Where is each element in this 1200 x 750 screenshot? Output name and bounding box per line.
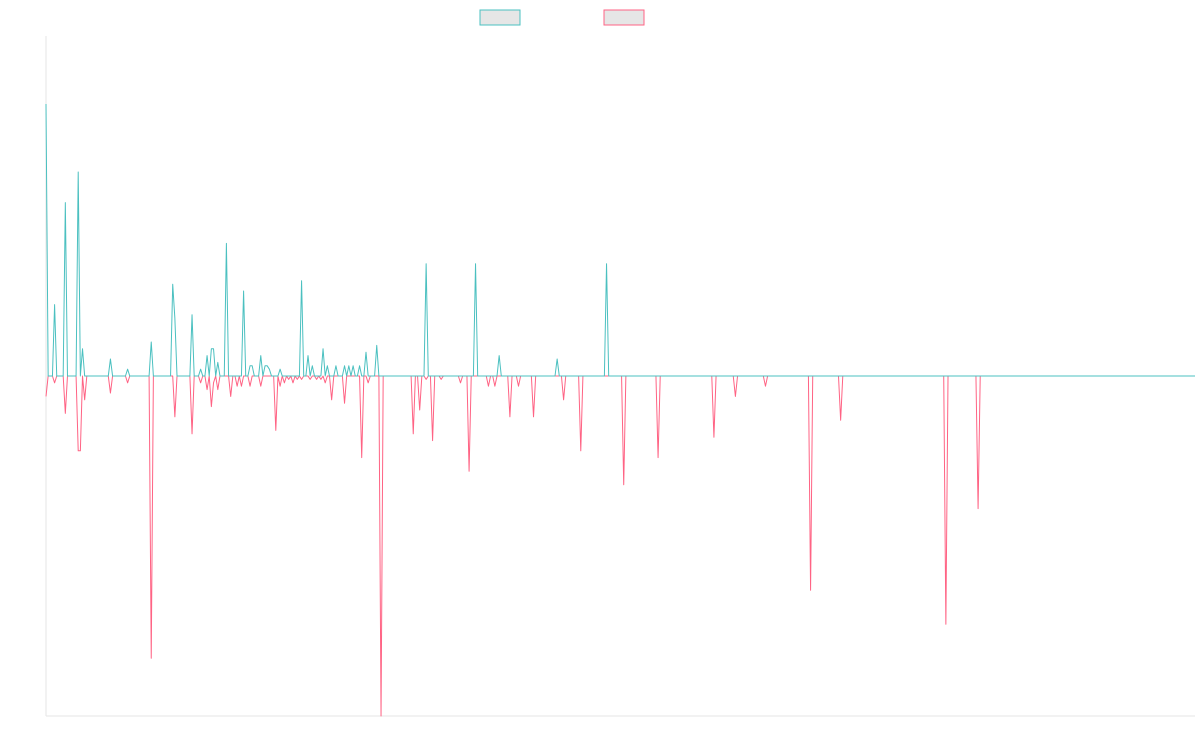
legend-item-series-2[interactable] bbox=[603, 9, 645, 26]
legend bbox=[479, 9, 645, 26]
series-line-2 bbox=[45, 375, 1195, 717]
series-layer bbox=[45, 103, 1195, 717]
legend-item-series-1[interactable] bbox=[479, 9, 521, 26]
series-line-1 bbox=[45, 103, 1195, 377]
legend-swatch-series-2 bbox=[603, 9, 645, 26]
legend-swatch-series-1 bbox=[479, 9, 521, 26]
